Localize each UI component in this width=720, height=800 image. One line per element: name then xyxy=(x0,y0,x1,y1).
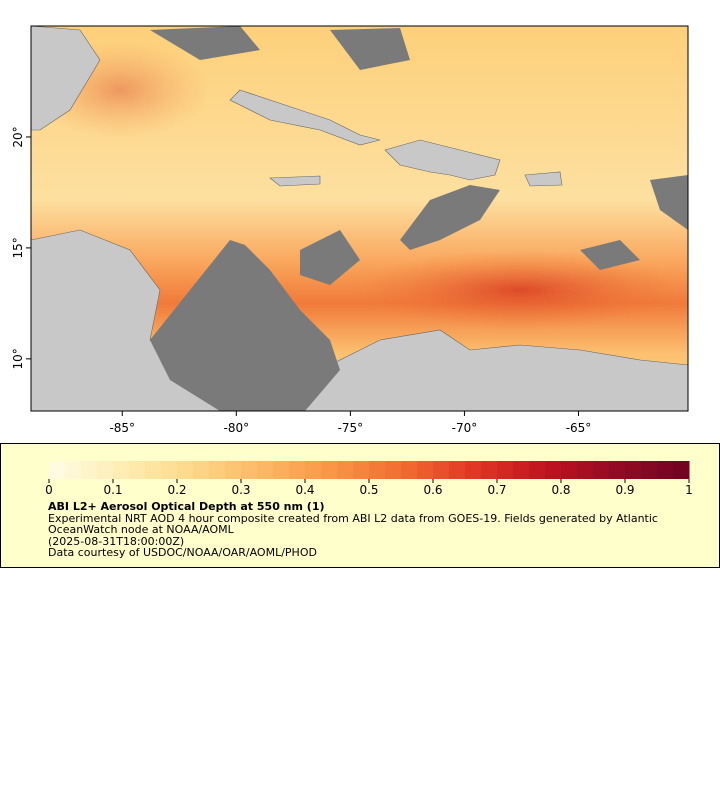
colorbar-cell xyxy=(497,461,514,479)
y-tick-label: 15° xyxy=(11,237,25,258)
colorbar-cell xyxy=(369,461,386,479)
colorbar-tick-label: 0.2 xyxy=(167,483,186,497)
colorbar: 0 0.1 0.2 0.3 0.4 0.5 0.6 0.7 0.8 0.9 1 xyxy=(45,461,693,497)
colorbar-cell xyxy=(337,461,354,479)
colorbar-cell xyxy=(321,461,338,479)
colorbar-cell xyxy=(513,461,530,479)
colorbar-cell xyxy=(161,461,178,479)
colorbar-tick-label: 0.1 xyxy=(103,483,122,497)
colorbar-cell xyxy=(81,461,98,479)
legend-text: ABI L2+ Aerosol Optical Depth at 550 nm … xyxy=(48,501,688,559)
land xyxy=(30,25,689,412)
colorbar-tick-label: 0.6 xyxy=(423,483,442,497)
no-data xyxy=(150,26,688,411)
colorbar-cell xyxy=(657,461,674,479)
colorbar-cell xyxy=(241,461,258,479)
colorbar-cell xyxy=(417,461,434,479)
colorbar-cell xyxy=(577,461,594,479)
x-tick-label: -85° xyxy=(109,421,135,435)
colorbar-cell xyxy=(529,461,546,479)
x-tick-label: -75° xyxy=(338,421,364,435)
y-tick-label: 10° xyxy=(11,348,25,369)
legend-title: ABI L2+ Aerosol Optical Depth at 550 nm … xyxy=(48,500,325,513)
legend-description: Experimental NRT AOD 4 hour composite cr… xyxy=(48,511,658,536)
legend-time: (2025-08-31T18:00:00Z) xyxy=(48,534,185,548)
map: -85° -80° -75° -70° -65° 10° 15° 20° xyxy=(11,25,690,435)
colorbar-cell xyxy=(289,461,306,479)
colorbar-cell xyxy=(97,461,114,479)
colorbar-cell xyxy=(625,461,642,479)
colorbar-cell xyxy=(481,461,498,479)
colorbar-tick-label: 1 xyxy=(685,483,693,497)
colorbar-cell xyxy=(465,461,482,479)
colorbar-tick-label: 0.9 xyxy=(615,483,634,497)
colorbar-cell xyxy=(49,461,66,479)
legend: 0 0.1 0.2 0.3 0.4 0.5 0.6 0.7 0.8 0.9 1 ABI L2+ Ae… xyxy=(0,443,720,568)
colorbar-cell xyxy=(273,461,290,479)
colorbar-tick-label: 0.4 xyxy=(295,483,314,497)
colorbar-tick-label: 0.7 xyxy=(487,483,506,497)
colorbar-cell xyxy=(353,461,370,479)
colorbar-cell xyxy=(225,461,242,479)
colorbar-tick-label: 0.3 xyxy=(231,483,250,497)
colorbar-cell xyxy=(65,461,82,479)
x-tick-label: -80° xyxy=(224,421,250,435)
colorbar-cell xyxy=(673,461,690,479)
colorbar-cell xyxy=(593,461,610,479)
colorbar-cell xyxy=(113,461,130,479)
colorbar-cell xyxy=(545,461,562,479)
x-tick-label: -65° xyxy=(566,421,592,435)
colorbar-cell xyxy=(609,461,626,479)
legend-credit: Data courtesy of USDOC/NOAA/OAR/AOML/PHO… xyxy=(48,546,317,559)
y-tick-label: 20° xyxy=(11,126,25,147)
colorbar-cell xyxy=(177,461,194,479)
colorbar-cell xyxy=(561,461,578,479)
colorbar-tick-label: 0 xyxy=(45,483,53,497)
colorbar-cell xyxy=(129,461,146,479)
colorbar-cell xyxy=(385,461,402,479)
colorbar-cell xyxy=(257,461,274,479)
colorbar-cell xyxy=(209,461,226,479)
map-frame xyxy=(30,25,689,412)
colorbar-cell xyxy=(193,461,210,479)
colorbar-cell xyxy=(641,461,658,479)
colorbar-tick-label: 0.8 xyxy=(551,483,570,497)
aod-plume xyxy=(350,250,690,330)
colorbar-tick-label: 0.5 xyxy=(359,483,378,497)
colorbar-cell xyxy=(449,461,466,479)
colorbar-cell xyxy=(401,461,418,479)
colorbar-cell xyxy=(305,461,322,479)
x-tick-label: -70° xyxy=(452,421,478,435)
colorbar-cell xyxy=(145,461,162,479)
colorbar-cell xyxy=(433,461,450,479)
